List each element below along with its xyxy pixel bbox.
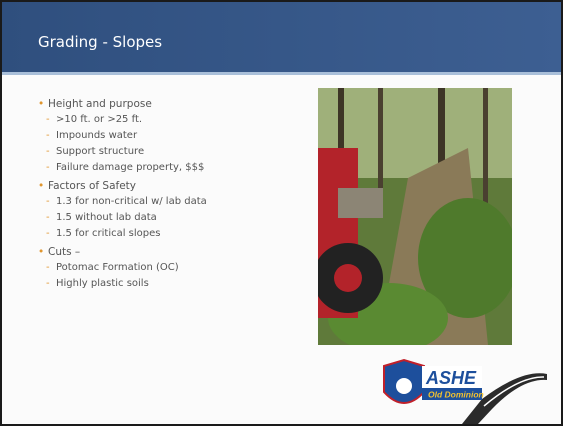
- header: Grading - Slopes: [2, 2, 561, 75]
- sub-bullet: >10 ft. or >25 ft.: [38, 112, 207, 128]
- sub-bullet: Failure damage property, $$$: [38, 160, 207, 176]
- bullet: Factors of Safety: [38, 178, 207, 194]
- slide: Grading - Slopes Height and purpose>10 f…: [0, 0, 563, 426]
- bullet: Height and purpose: [38, 96, 207, 112]
- logo-subtitle: Old Dominion: [428, 390, 484, 400]
- sub-bullet: Support structure: [38, 144, 207, 160]
- logo: ASHE Old Dominion: [382, 354, 552, 424]
- sub-bullet: 1.3 for non-critical w/ lab data: [38, 194, 207, 210]
- sub-bullet: 1.5 without lab data: [38, 210, 207, 226]
- sub-bullet: Impounds water: [38, 128, 207, 144]
- logo-name: ASHE: [425, 368, 477, 388]
- sub-bullet: Potomac Formation (OC): [38, 260, 207, 276]
- sub-bullet: 1.5 for critical slopes: [38, 226, 207, 242]
- bullet: Cuts –: [38, 244, 207, 260]
- slide-title: Grading - Slopes: [38, 33, 162, 51]
- photo: [318, 88, 512, 345]
- sub-bullet: Highly plastic soils: [38, 276, 207, 292]
- bullet-list: Height and purpose>10 ft. or >25 ft.Impo…: [38, 94, 207, 292]
